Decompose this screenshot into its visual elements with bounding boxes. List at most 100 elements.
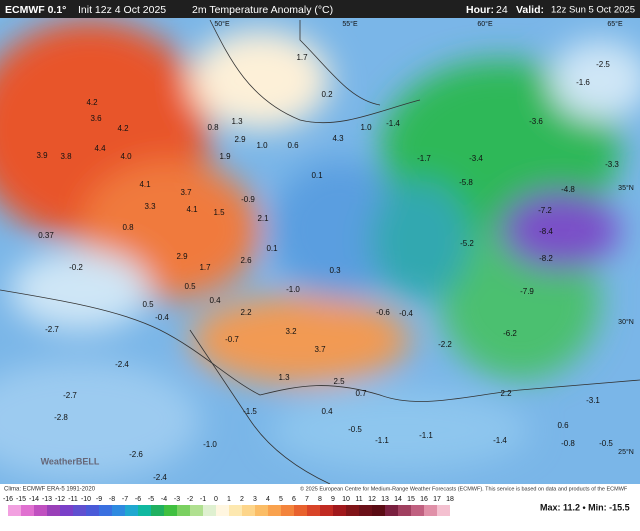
grid-label: 50°E [214, 20, 230, 28]
anomaly-label: -3.3 [605, 160, 619, 169]
anomaly-label: 1.5 [213, 208, 225, 217]
anomaly-label: -2.4 [115, 360, 129, 369]
max-min: Max: 11.2 • Min: -15.5 [540, 502, 630, 512]
colorbar-segment [307, 505, 320, 516]
anomaly-label: -0.4 [155, 313, 169, 322]
anomaly-label: -0.9 [241, 195, 255, 204]
colorbar-segment [437, 505, 450, 516]
anomaly-label: -0.4 [399, 309, 413, 318]
anomaly-label: 3.2 [285, 327, 297, 336]
anomaly-label: 2.5 [333, 377, 345, 386]
colorbar-tick: 5 [279, 496, 283, 503]
anomaly-label: -1.5 [243, 407, 257, 416]
colorbar-segment [372, 505, 385, 516]
colorbar-segment [60, 505, 73, 516]
anomaly-label: 3.7 [180, 188, 192, 197]
anomaly-label: -5.2 [460, 239, 474, 248]
colorbar-tick: 1 [227, 496, 231, 503]
anomaly-label: -2.4 [153, 473, 167, 482]
anomaly-label: 0.5 [184, 282, 196, 291]
anomaly-label: 0.4 [209, 296, 221, 305]
anomaly-label: -2.7 [45, 325, 59, 334]
watermark: WeatherBELL [41, 456, 100, 466]
copyright: © 2025 European Centre for Medium-Range … [300, 485, 628, 492]
anomaly-label: 0.4 [321, 407, 333, 416]
anomaly-label: -3.6 [529, 117, 543, 126]
anomaly-label: 1.7 [199, 263, 211, 272]
anomaly-label: -0.2 [69, 263, 83, 272]
anomaly-label: -7.9 [520, 287, 534, 296]
colorbar-tick: 7 [305, 496, 309, 503]
colorbar-tick: -2 [187, 496, 193, 503]
valid-label: Valid: [516, 4, 544, 16]
anomaly-label: 2.2 [240, 308, 252, 317]
colorbar-segment [229, 505, 242, 516]
grid-label: 35°N [618, 184, 634, 192]
anomaly-label: -0.7 [225, 335, 239, 344]
anomaly-label: 0.3 [329, 266, 341, 275]
anomaly-label: -1.4 [493, 436, 507, 445]
anomaly-label: 3.3 [144, 202, 156, 211]
anomaly-label: -8.4 [539, 227, 553, 236]
colorbar-tick: 11 [355, 496, 362, 503]
anomaly-label: 0.7 [355, 389, 367, 398]
colorbar-segment [86, 505, 99, 516]
colorbar-segment [190, 505, 203, 516]
hour-label: Hour: [466, 4, 494, 16]
anomaly-label: -0.5 [599, 439, 613, 448]
colorbar-tick: -5 [148, 496, 154, 503]
colorbar-tick: -12 [55, 496, 65, 503]
anomaly-label: -0.6 [376, 308, 390, 317]
colorbar-tick: 17 [433, 496, 441, 503]
colorbar-tick: -3 [174, 496, 180, 503]
colorbar-segment [47, 505, 60, 516]
anomaly-label: -1.1 [375, 436, 389, 445]
colorbar-segment [268, 505, 281, 516]
colorbar-segment [320, 505, 333, 516]
colorbar-tick: 2 [240, 496, 244, 503]
hour: 24 [496, 4, 508, 16]
anomaly-label: -6.2 [503, 329, 517, 338]
colorbar-segment [203, 505, 216, 516]
colorbar-segment [359, 505, 372, 516]
colorbar-tick: 6 [292, 496, 296, 503]
anomaly-label: 2.9 [176, 252, 188, 261]
anomaly-label: 4.1 [186, 205, 198, 214]
anomaly-label: 2.9 [234, 135, 246, 144]
colorbar-segment [242, 505, 255, 516]
anomaly-label: -1.0 [286, 285, 300, 294]
anomaly-label: -4.8 [561, 185, 575, 194]
anomaly-label: 1.9 [219, 152, 231, 161]
grid-label: 65°E [607, 20, 623, 28]
clima: Clima: ECMWF ERA-5 1991-2020 [4, 487, 96, 493]
colorbar-segment [346, 505, 359, 516]
colorbar-segment [424, 505, 437, 516]
colorbar-segment [21, 505, 34, 516]
colorbar-segment [333, 505, 346, 516]
anomaly-field [0, 20, 640, 480]
colorbar-tick: -4 [161, 496, 167, 503]
grid-label: 60°E [477, 20, 493, 28]
field: 2m Temperature Anomaly (°C) [192, 4, 333, 16]
anomaly-label: -2.7 [63, 391, 77, 400]
colorbar-segment [281, 505, 294, 516]
colorbar-tick: -11 [68, 496, 78, 503]
anomaly-label: 0.6 [287, 141, 299, 150]
anomaly-label: 0.6 [557, 421, 569, 430]
colorbar-tick: 0 [214, 496, 218, 503]
anomaly-label: -8.2 [539, 254, 553, 263]
colorbar-segment [255, 505, 268, 516]
colorbar-tick: -10 [81, 496, 91, 503]
anomaly-label: 0.1 [311, 171, 323, 180]
colorbar-segment [411, 505, 424, 516]
anomaly-label: -5.8 [459, 178, 473, 187]
anomaly-label: 1.0 [360, 123, 372, 132]
anomaly-label: -0.8 [561, 439, 575, 448]
anomaly-label: 4.3 [332, 134, 344, 143]
colorbar-segment [385, 505, 398, 516]
anomaly-label: 4.2 [117, 124, 129, 133]
anomaly-label: 0.5 [142, 300, 154, 309]
colorbar-tick: -7 [122, 496, 128, 503]
anomaly-label: -1.6 [576, 78, 590, 87]
